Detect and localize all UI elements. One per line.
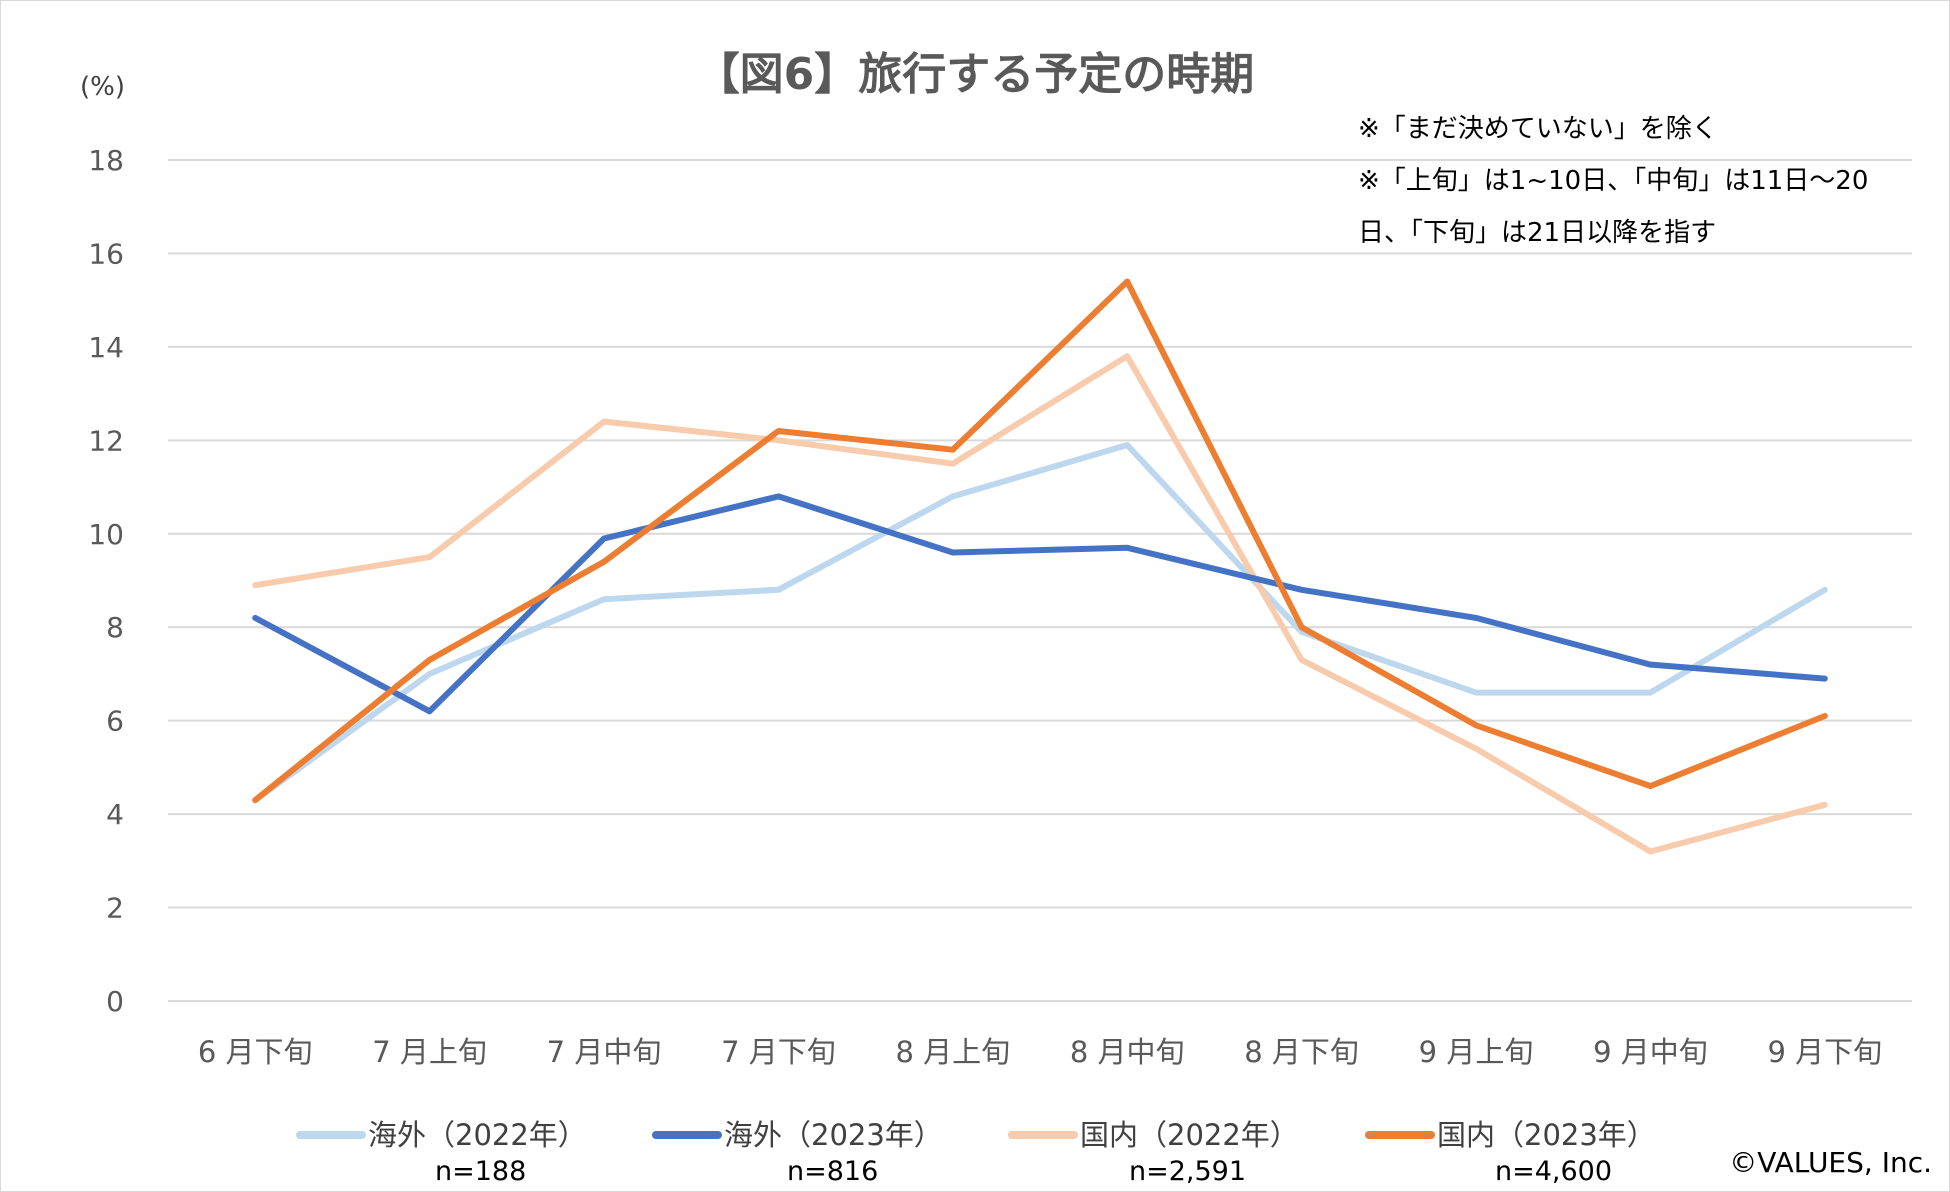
x-tick-label: 7 月中旬: [547, 1035, 662, 1069]
note-line-2: ※「上旬」は1~10日、「中旬」は11日～20: [1358, 166, 1869, 196]
y-tick-label: 12: [88, 424, 124, 457]
x-tick-label: 9 月上旬: [1419, 1035, 1534, 1069]
gridlines: [168, 159, 1912, 1002]
y-axis-unit: (%): [80, 72, 125, 102]
y-tick-label: 8: [106, 611, 124, 644]
y-tick-label: 6: [106, 705, 124, 738]
note-line-3: 日、「下旬」は21日以降を指す: [1358, 218, 1717, 248]
legend-swatch: [652, 1131, 722, 1139]
y-tick-label: 10: [88, 518, 124, 551]
y-tick-label: 4: [106, 798, 124, 831]
y-tick-label: 2: [106, 892, 124, 925]
y-axis-ticks: 0 2 4 6 8 10 12 14 16 18: [88, 144, 124, 1018]
x-tick-label: 9 月下旬: [1767, 1035, 1882, 1069]
note-line-1: ※「まだ決めていない」を除く: [1358, 114, 1718, 144]
legend-label: 海外（2023年）: [724, 1118, 943, 1152]
legend-label: 国内（2022年）: [1080, 1118, 1299, 1152]
series-lines: [252, 278, 1828, 855]
legend-swatch: [1365, 1131, 1435, 1139]
legend-n-overseas-2023: n=816: [787, 1156, 879, 1187]
legend-swatch: [296, 1131, 366, 1139]
x-tick-label: 7 月下旬: [721, 1035, 836, 1069]
x-tick-label: 6 月下旬: [198, 1035, 313, 1069]
y-tick-label: 0: [106, 985, 124, 1018]
y-tick-label: 18: [88, 144, 124, 177]
x-tick-label: 9 月中旬: [1593, 1035, 1708, 1069]
legend-swatch: [1008, 1131, 1078, 1139]
legend-n-domestic-2023: n=4,600: [1495, 1156, 1613, 1187]
series-line-0: [252, 442, 1828, 804]
x-tick-label: 8 月上旬: [895, 1035, 1010, 1069]
legend-label: 海外（2022年）: [368, 1118, 587, 1152]
x-tick-label: 8 月下旬: [1244, 1035, 1359, 1069]
x-tick-label: 8 月中旬: [1070, 1035, 1185, 1069]
legend-label: 国内（2023年）: [1437, 1118, 1656, 1152]
y-tick-label: 14: [88, 331, 124, 364]
x-axis-ticks: 6 月下旬 7 月上旬 7 月中旬 7 月下旬 8 月上旬 8 月中旬 8 月下旬 9 月上旬…: [198, 1035, 1882, 1069]
legend-n-domestic-2022: n=2,591: [1129, 1156, 1247, 1187]
chart-title: 【図6】旅行する予定の時期: [695, 49, 1255, 100]
series-line-1: [252, 353, 1828, 855]
x-tick-label: 7 月上旬: [372, 1035, 487, 1069]
y-tick-label: 16: [88, 237, 124, 270]
series-line-3: [252, 278, 1828, 804]
legend-n-overseas-2022: n=188: [435, 1156, 527, 1187]
series-line-2: [252, 493, 1828, 715]
copyright: ©VALUES, Inc.: [1729, 1146, 1932, 1179]
